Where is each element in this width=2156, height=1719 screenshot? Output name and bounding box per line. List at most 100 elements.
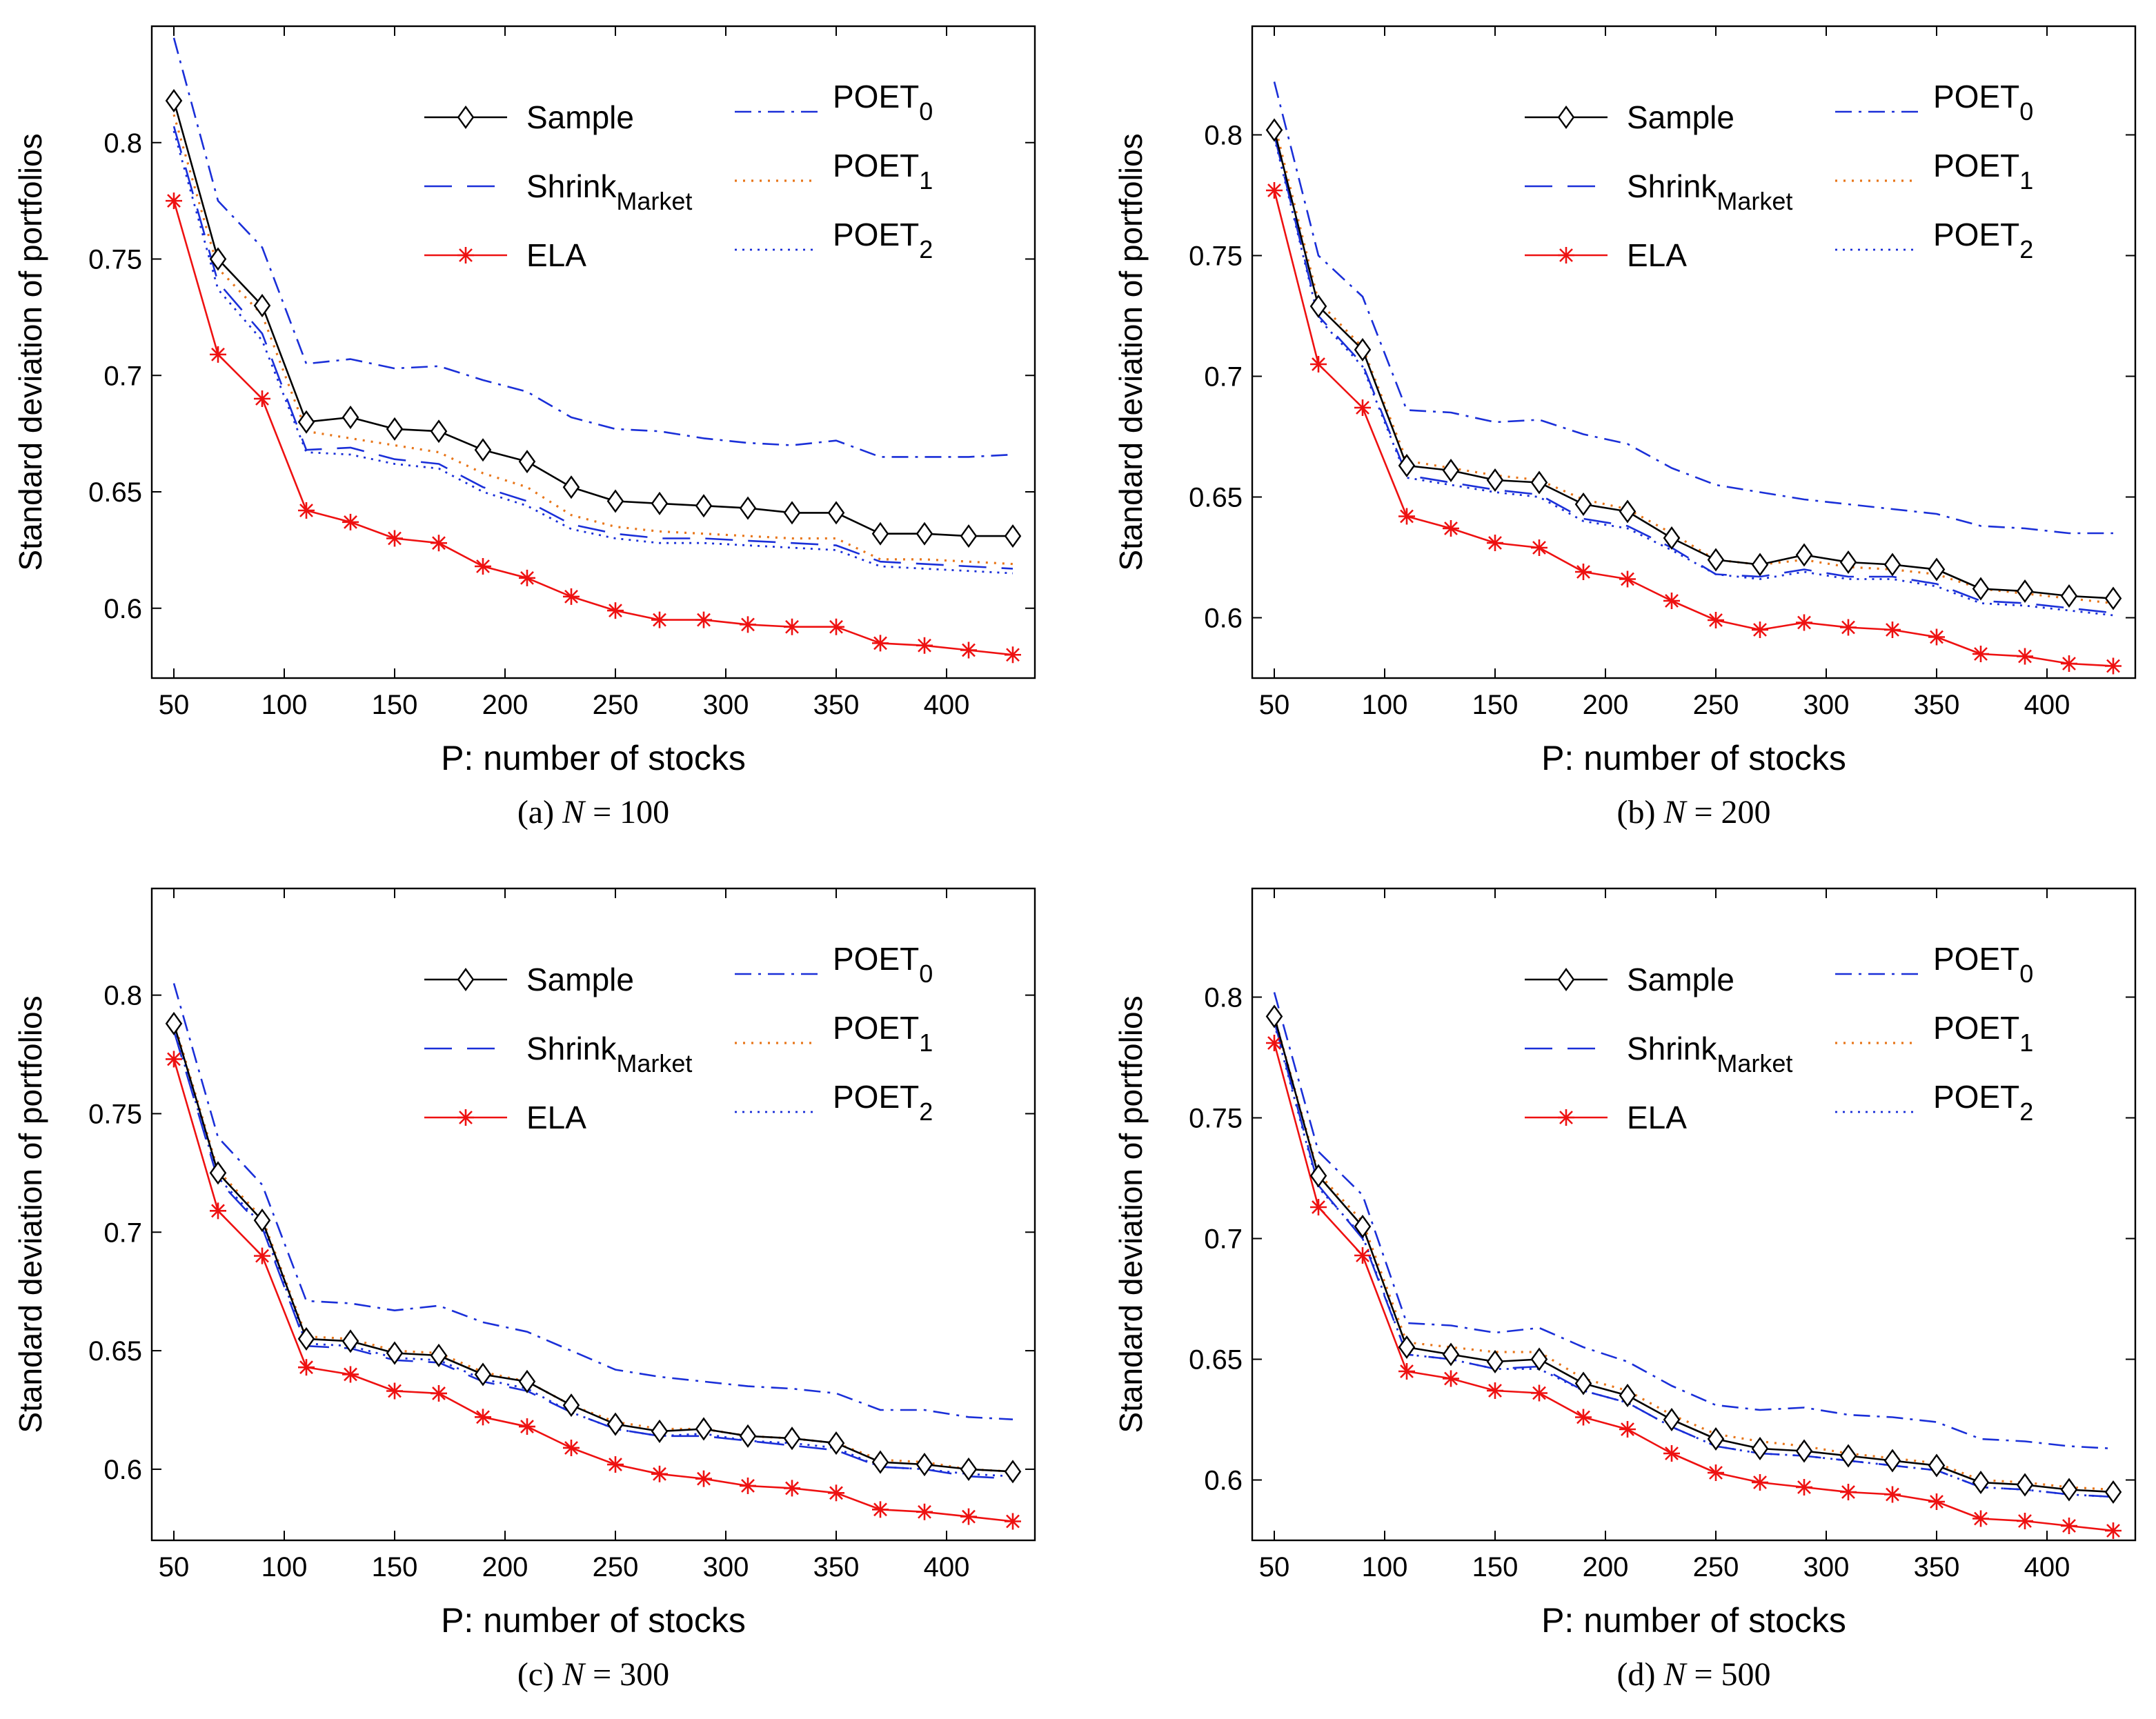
y-tick-label: 0.65 xyxy=(1189,483,1243,513)
point-sample xyxy=(1751,1436,1769,1461)
y-tick-label: 0.6 xyxy=(103,1455,142,1485)
point-ela xyxy=(1005,1513,1021,1530)
legend-label-poet-0: POET0 xyxy=(833,79,933,126)
legend-label-poet-1: POET1 xyxy=(833,1010,933,1057)
legend-label-poet-2: POET2 xyxy=(833,1079,933,1126)
y-tick-label: 0.8 xyxy=(103,128,142,159)
point-ela xyxy=(872,635,889,652)
panel-caption: (c) N = 300 xyxy=(517,1656,669,1693)
legend-label-poet-1: POET1 xyxy=(1933,1010,2033,1057)
series-line-ela xyxy=(172,1059,1013,1522)
series-line-shrink-market xyxy=(1273,1021,2114,1498)
point-ela xyxy=(519,1418,535,1435)
point-ela xyxy=(1972,1510,1989,1527)
point-ela xyxy=(1531,1384,1547,1402)
x-axis-label: P: number of stocks xyxy=(1541,1601,1846,1640)
legend-label-sample: Sample xyxy=(1627,99,1734,135)
panel-caption: (d) N = 500 xyxy=(1616,1656,1770,1693)
point-sample xyxy=(386,417,404,441)
x-axis-label: P: number of stocks xyxy=(441,739,746,777)
point-ela xyxy=(298,502,315,519)
point-sample xyxy=(651,491,669,515)
point-sample xyxy=(1354,1214,1372,1239)
point-ela xyxy=(254,390,270,407)
y-tick-label: 0.65 xyxy=(88,1336,142,1367)
point-ela xyxy=(1398,508,1415,525)
point-ela xyxy=(1708,612,1724,628)
series-line-poet-1 xyxy=(1273,1016,2114,1491)
point-ela xyxy=(563,1439,580,1456)
plot-frame xyxy=(150,25,1036,679)
x-tick-label: 150 xyxy=(372,690,418,720)
point-sample xyxy=(651,1419,669,1443)
y-axis-label: Standard deviation of portfolios xyxy=(1113,133,1149,570)
point-ela xyxy=(1796,614,1812,631)
legend-label-poet-2: POET2 xyxy=(1933,217,2033,264)
point-ela xyxy=(960,1508,977,1525)
point-sample xyxy=(1795,543,1813,567)
legend: Sample ShrinkMarket ELA POET0 POET1 POET2 xyxy=(424,79,933,273)
y-tick-label: 0.6 xyxy=(1204,604,1243,634)
point-ela xyxy=(342,513,359,530)
panel-c: 50 100 150 200 250 300 350 400 0.6 0.65 0.7 0.75 0.8… xyxy=(12,887,1036,1693)
point-ela xyxy=(1619,570,1636,588)
point-sample xyxy=(871,1450,889,1474)
point-ela xyxy=(2105,657,2122,675)
legend-label-ela: ELA xyxy=(526,1100,586,1135)
point-ela xyxy=(1619,1421,1636,1438)
point-sample xyxy=(1309,294,1327,319)
point-sample xyxy=(1751,553,1769,577)
y-tick-label: 0.75 xyxy=(88,245,142,275)
legend-label-poet-1: POET1 xyxy=(833,148,933,195)
point-sample xyxy=(1486,468,1504,493)
point-sample xyxy=(474,1362,492,1387)
point-ela xyxy=(1752,622,1768,638)
point-ela xyxy=(784,618,800,635)
point-ela xyxy=(475,1409,491,1426)
legend-marker-ela xyxy=(457,1109,474,1126)
point-ela xyxy=(695,611,712,628)
series-line-poet-2 xyxy=(1273,137,2114,617)
series-line-poet-2 xyxy=(172,1028,1013,1478)
point-ela xyxy=(431,535,447,552)
legend: Sample ShrinkMarket ELA POET0 POET1 POET2 xyxy=(424,941,933,1135)
point-sample xyxy=(2016,1473,2034,1497)
point-sample xyxy=(1928,1453,1946,1478)
point-sample xyxy=(1663,526,1681,550)
series-line-poet-1 xyxy=(172,114,1013,566)
x-tick-label: 100 xyxy=(1362,690,1408,720)
x-tick-label: 400 xyxy=(2024,690,2070,720)
point-sample xyxy=(1486,1349,1504,1374)
x-tick-label: 400 xyxy=(924,690,970,720)
point-ela xyxy=(210,346,226,363)
point-ela xyxy=(519,569,535,586)
point-ela xyxy=(342,1366,359,1383)
point-sample xyxy=(253,293,271,318)
point-sample xyxy=(2104,586,2122,610)
point-sample xyxy=(695,1417,713,1441)
x-tick-label: 300 xyxy=(703,1552,749,1582)
point-sample xyxy=(1663,1407,1681,1432)
y-tick-label: 0.75 xyxy=(1189,1104,1243,1134)
legend-label-sample: Sample xyxy=(1627,962,1734,997)
point-ela xyxy=(2061,655,2077,672)
point-ela xyxy=(784,1480,800,1497)
legend-marker-ela xyxy=(457,247,474,264)
point-sample xyxy=(1442,1342,1460,1367)
y-tick-label: 0.8 xyxy=(103,981,142,1011)
x-tick-label: 150 xyxy=(372,1552,418,1582)
point-ela xyxy=(1575,1409,1592,1426)
point-ela xyxy=(1840,1484,1857,1500)
point-sample xyxy=(474,438,492,462)
point-sample xyxy=(1707,1427,1725,1451)
y-tick-label: 0.7 xyxy=(1204,1224,1243,1255)
series-group xyxy=(165,37,1022,664)
legend-label-poet-0: POET0 xyxy=(1933,941,2033,988)
point-sample xyxy=(739,1424,757,1448)
legend-label-poet-1: POET1 xyxy=(1933,148,2033,195)
point-sample xyxy=(1972,577,1990,601)
point-sample xyxy=(1004,524,1022,548)
y-tick-label: 0.8 xyxy=(1204,121,1243,151)
plot-frame xyxy=(1251,25,2137,679)
